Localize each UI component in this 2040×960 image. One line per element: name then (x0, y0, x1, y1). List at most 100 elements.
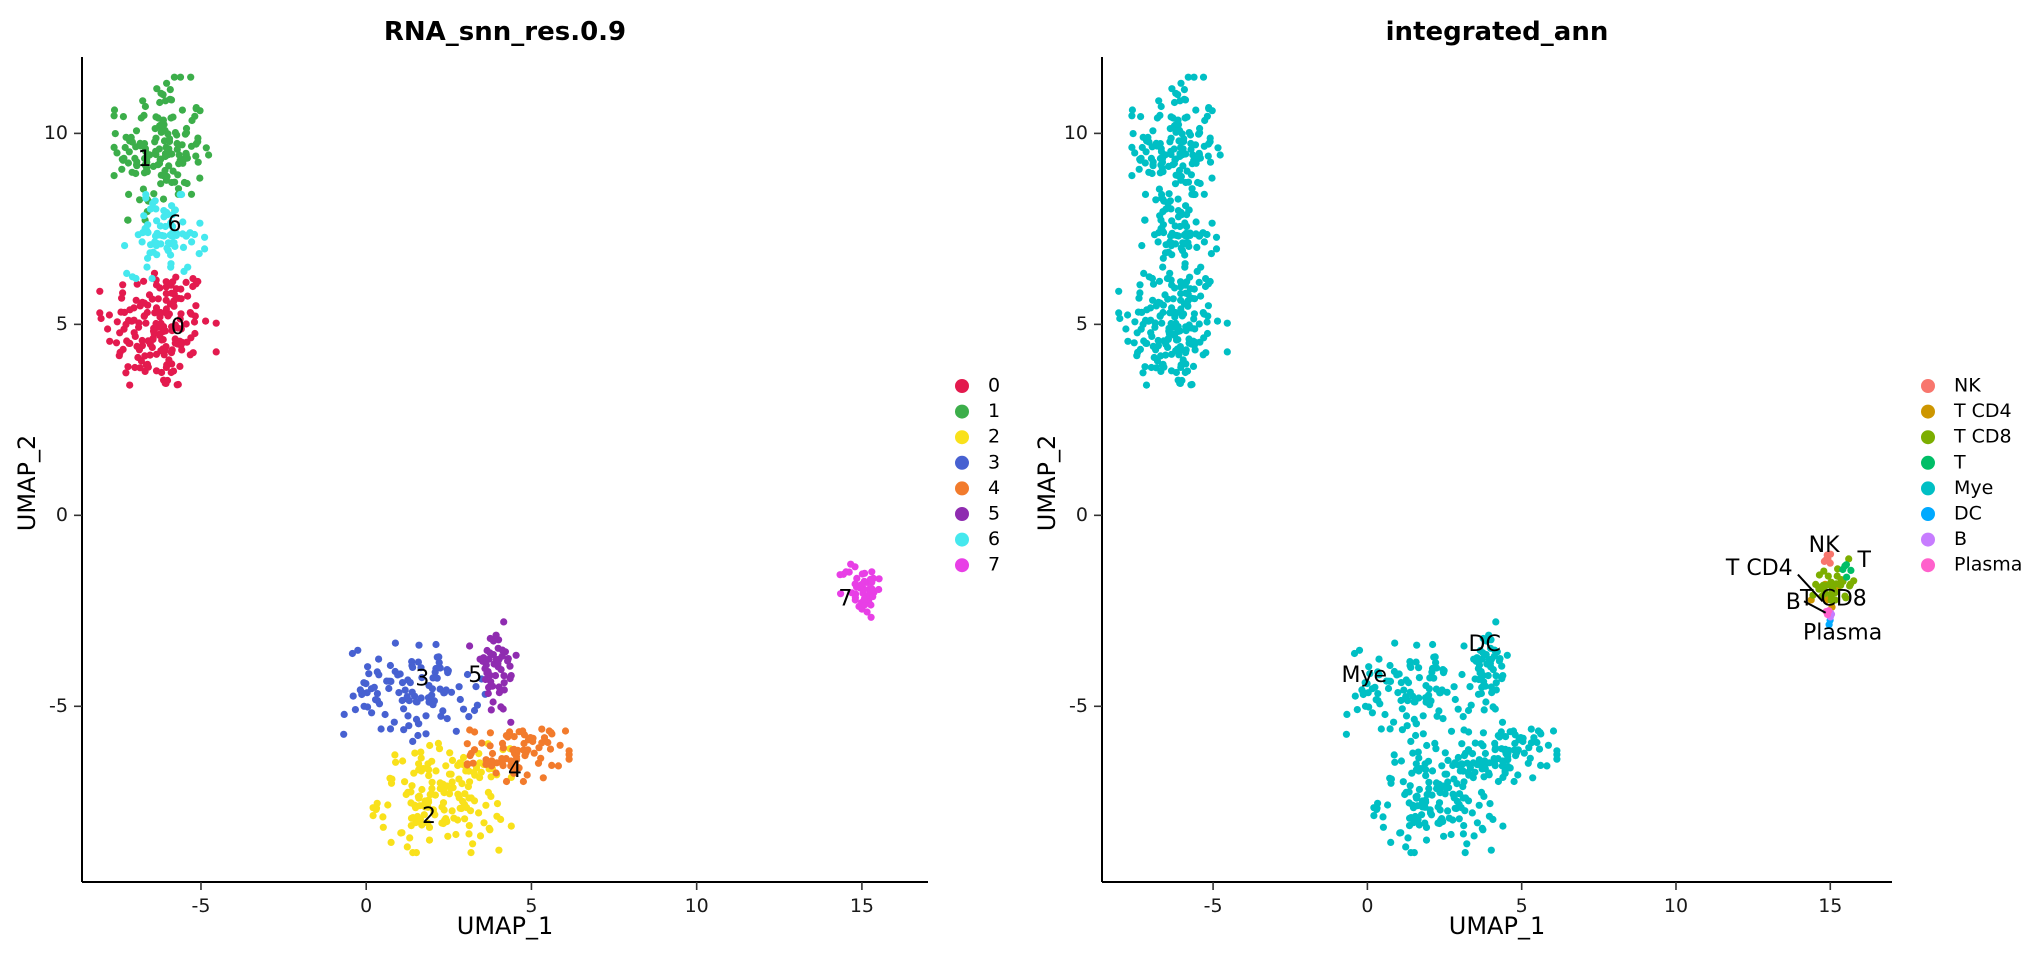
point-mye (1465, 728, 1473, 736)
y-tick-label: 5 (1076, 313, 1088, 335)
point-mye (1204, 152, 1212, 160)
point-mye (1183, 278, 1191, 286)
cluster-label-t-cd4: T CD4 (1725, 556, 1793, 581)
point-mye (1146, 304, 1155, 312)
point-mye (1458, 760, 1466, 768)
point-mye (1164, 295, 1172, 303)
point-cluster-0 (119, 281, 127, 289)
point-mye (1454, 705, 1462, 713)
point-cluster-1 (110, 172, 118, 180)
point-cluster-2 (387, 838, 395, 847)
point-cluster-5 (500, 618, 508, 626)
point-cluster-3 (429, 674, 437, 682)
point-mye (1429, 640, 1437, 649)
point-cluster-7 (860, 595, 868, 603)
point-cluster-4 (502, 732, 510, 740)
point-cluster-1 (136, 139, 144, 147)
point-cluster-7 (875, 585, 883, 594)
point-mye (1128, 106, 1136, 114)
point-mye (1149, 127, 1157, 135)
point-mye (1501, 745, 1509, 754)
point-cluster-1 (192, 152, 200, 160)
point-mye (1176, 346, 1184, 354)
point-cluster-3 (437, 712, 445, 720)
point-mye (1115, 287, 1123, 295)
point-cluster-4 (486, 729, 494, 737)
point-mye (1138, 242, 1146, 250)
point-cluster-3 (413, 698, 421, 706)
point-cluster-3 (432, 640, 440, 649)
point-mye (1414, 765, 1423, 773)
point-t-cd8 (1820, 567, 1828, 575)
point-mye (1397, 679, 1405, 687)
point-mye (1451, 695, 1459, 704)
point-cluster-0 (136, 364, 144, 372)
point-mye (1195, 278, 1203, 286)
point-mye (1203, 329, 1212, 338)
point-mye (1398, 726, 1406, 734)
point-cluster-2 (457, 760, 465, 768)
point-cluster-1 (163, 79, 171, 87)
point-cluster-3 (373, 690, 381, 698)
point-cluster-4 (463, 740, 471, 748)
legend-label-4: 4 (988, 477, 1000, 499)
point-cluster-0 (130, 329, 138, 337)
point-mye (1161, 249, 1170, 257)
point-mye (1145, 138, 1153, 146)
panel-title: RNA_snn_res.0.9 (384, 17, 626, 47)
point-mye (1444, 756, 1452, 765)
legend-key-4 (955, 481, 969, 496)
point-mye (1480, 706, 1488, 714)
point-mye (1206, 158, 1215, 166)
point-mye (1543, 762, 1551, 770)
point-cluster-0 (141, 367, 149, 375)
legend-label-mye: Mye (1954, 477, 1993, 499)
point-cluster-5 (498, 646, 506, 654)
point-cluster-5 (497, 666, 505, 674)
point-mye (1189, 151, 1197, 159)
point-mye (1464, 768, 1472, 777)
point-mye (1425, 691, 1433, 699)
point-mye (1534, 727, 1542, 735)
point-cluster-0 (167, 349, 176, 357)
point-cluster-2 (435, 745, 444, 753)
point-mye (1192, 106, 1200, 114)
point-mye (1435, 786, 1443, 794)
point-mye (1128, 112, 1136, 120)
point-cluster-6 (190, 230, 199, 239)
point-cluster-7 (858, 570, 866, 578)
point-mye (1197, 292, 1205, 300)
point-mye (1458, 740, 1466, 748)
point-mye (1391, 758, 1399, 766)
cluster-label-5: 5 (468, 663, 482, 688)
point-cluster-4 (488, 749, 497, 758)
point-mye (1179, 145, 1187, 153)
point-mye (1411, 698, 1419, 706)
point-mye (1402, 843, 1410, 851)
point-mye (1422, 766, 1430, 774)
point-mye (1463, 759, 1471, 767)
point-cluster-6 (171, 206, 179, 214)
point-t-cd8 (1834, 565, 1842, 573)
point-cluster-4 (510, 733, 518, 741)
point-cluster-3 (395, 689, 403, 697)
point-cluster-4 (482, 760, 490, 769)
point-cluster-0 (168, 360, 176, 368)
point-mye (1170, 231, 1178, 239)
point-mye (1174, 213, 1183, 221)
point-cluster-2 (398, 829, 406, 837)
point-cluster-7 (860, 601, 869, 609)
point-mye (1432, 745, 1440, 753)
point-mye (1191, 295, 1199, 303)
point-mye (1167, 205, 1175, 213)
point-cluster-1 (194, 158, 202, 166)
point-mye (1535, 745, 1544, 753)
point-cluster-5 (494, 659, 502, 668)
point-mye (1415, 821, 1423, 829)
point-mye (1425, 785, 1433, 793)
point-cluster-2 (464, 783, 472, 791)
y-axis-title: UMAP_2 (13, 435, 41, 531)
x-tick-label: 15 (1818, 895, 1842, 917)
point-cluster-6 (153, 217, 161, 225)
point-mye (1464, 746, 1473, 754)
